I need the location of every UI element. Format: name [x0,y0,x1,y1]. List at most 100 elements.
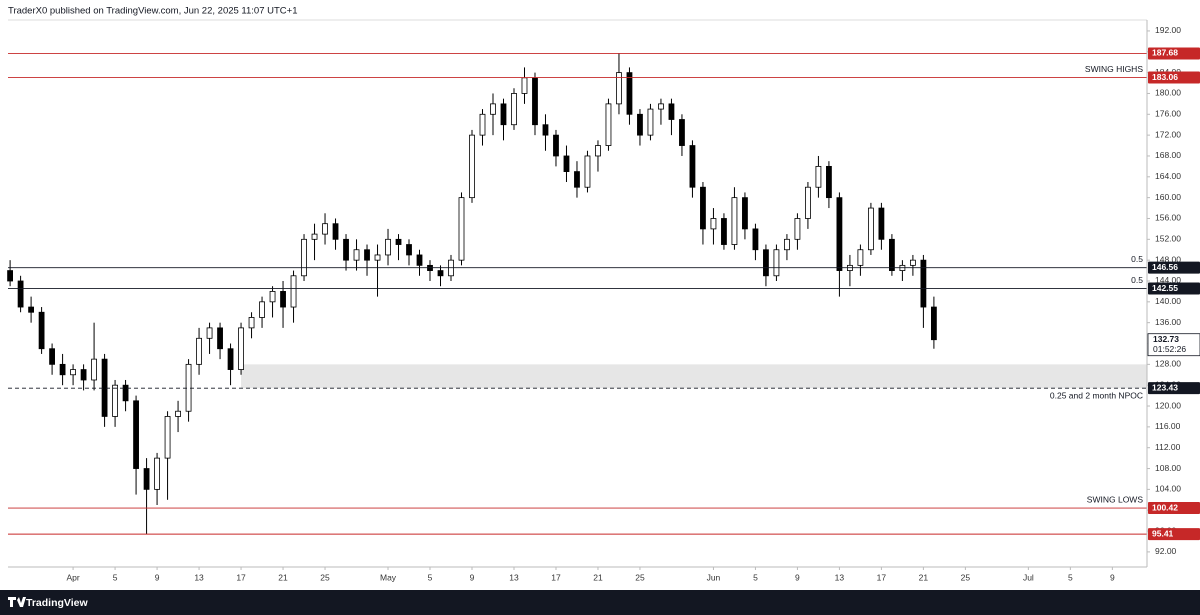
candle-body [70,369,76,376]
candle-body [742,197,748,230]
x-tick-label: 25 [320,572,330,582]
x-tick-label: Jun [707,572,721,582]
x-tick-label: 21 [919,572,929,582]
candle-body [80,369,87,381]
level-note: SWING LOWS [1087,494,1144,504]
zone [241,364,1148,389]
candle-body [626,72,633,115]
x-tick-label: 5 [113,572,118,582]
candle-body [574,171,580,188]
header: TraderX0 published on TradingView.com, J… [8,6,298,17]
countdown: 01:52:26 [1153,344,1186,354]
candle-body [763,249,769,277]
candle-body [112,384,118,417]
y-tick-label: 160.00 [1155,192,1181,202]
x-tick-label: 25 [961,572,971,582]
x-tick-label: 13 [835,572,845,582]
x-tick-label: 17 [236,572,246,582]
level-label: 183.06 [1152,72,1178,82]
candle-body [721,218,727,245]
y-tick-label: 172.00 [1155,129,1181,139]
level-label-box [1148,382,1200,395]
candle-body [784,238,790,251]
level-note: 0.5 [1131,254,1143,264]
y-tick-label: 156.00 [1155,213,1181,223]
candle-body [196,337,202,365]
y-tick-label: 148.00 [1155,254,1181,264]
candle-body [301,238,307,277]
level-label-box [1148,261,1200,274]
candle-body [658,103,664,110]
logo [8,597,26,607]
candle-body [227,348,234,370]
x-tick-label: 9 [470,572,475,582]
y-tick-label: 164.00 [1155,171,1181,181]
x-tick-label: 13 [509,572,519,582]
candle-body [679,119,685,146]
candle-body [269,291,276,303]
candle-body [343,238,349,261]
candle-body [815,165,822,188]
level-note: SWING HIGHS [1085,64,1143,74]
candle-body [805,186,811,219]
candle-body [910,259,916,266]
x-tick-label: 5 [1068,572,1073,582]
x-tick-label: 21 [593,572,603,582]
candle-body [353,249,360,261]
candle-body [553,134,559,157]
level-label: 123.43 [1152,382,1178,392]
level-note: 0.25 and 2 month NPOC [1050,390,1143,400]
candle-body [374,254,381,261]
x-tick-label: 21 [278,572,288,582]
candle-body [164,416,171,459]
x-tick-label: 17 [877,572,887,582]
candle-body [637,113,643,136]
candle-body [794,218,801,240]
candle-body [248,317,255,329]
last-price: 132.73 [1153,334,1179,344]
candle-body [647,108,654,136]
candle-body [7,270,13,282]
candle-body [616,72,622,105]
candle-body [469,134,475,199]
candle-body [364,249,370,261]
candle-body [930,306,937,341]
candle-body [217,327,223,350]
candle-body [532,77,538,126]
y-tick-label: 168.00 [1155,150,1181,160]
candle-body [700,186,706,230]
y-tick-label: 108.00 [1155,463,1181,473]
candle-body [175,410,181,417]
candle-body [416,254,423,266]
candle-body [826,165,832,199]
candle-body [49,348,55,365]
candle-body [290,275,297,308]
x-tick-label: 13 [194,572,204,582]
level-label-box [1148,47,1200,60]
candle-body [17,280,24,308]
candle-body [595,145,601,157]
candle-body [500,103,507,126]
candle-body [28,306,34,313]
x-tick-label: Apr [66,572,79,582]
y-tick-label: 144.00 [1155,275,1181,285]
y-tick-label: 120.00 [1155,400,1181,410]
y-tick-label: 180.00 [1155,88,1181,98]
y-tick-label: 176.00 [1155,109,1181,119]
y-tick-label: 116.00 [1155,421,1181,431]
candle-body [322,223,328,235]
candle-body [668,103,675,120]
candle-body [311,233,318,240]
y-tick-label: 192.00 [1155,25,1181,35]
candle-body [605,103,612,146]
candle-body [385,238,391,256]
candle-body [857,249,864,266]
x-tick-label: 9 [1110,572,1115,582]
footer-brand: TradingView [26,597,88,609]
candle-body [91,358,97,381]
candle-body [878,207,885,240]
candle-body [689,145,696,188]
y-tick-label: 92.00 [1155,546,1177,556]
